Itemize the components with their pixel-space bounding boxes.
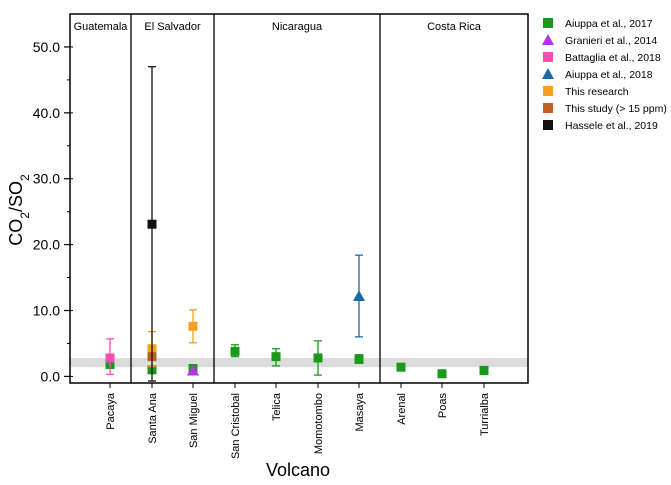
x-tick-label-poas: Poas [437,393,449,419]
data-point [396,362,406,372]
region-label-guatemala: Guatemala [74,21,129,33]
legend-label: This study (> 15 ppm) [565,103,667,115]
region-label-nicaragua: Nicaragua [272,21,323,33]
data-point [353,290,365,302]
legend-label: Battaglia et al., 2018 [565,52,661,64]
series-hassele-et-al-2019 [147,66,157,382]
y-axis-title: CO2/SO2 [6,174,32,246]
legend-marker [543,18,553,28]
data-point [147,219,157,229]
y-axis-title-main: CO [6,219,26,246]
y-axis-title-sub1: 2 [18,212,32,219]
legend-marker [543,52,553,62]
legend-label: Aiuppa et al., 2017 [565,18,653,30]
axes-layer: 0.0 10.0 20.0 30.0 40.0 50.0 Guatemala El Salva… [33,13,529,459]
legend-marker [543,120,553,130]
series-battaglia-et-al-2018 [105,338,115,376]
legend-marker [543,103,553,113]
legend-label: This research [565,86,629,98]
y-axis-title-sub2: 2 [18,174,32,181]
region-label-el-salvador: El Salvador [144,21,201,33]
plot-frame [69,13,529,384]
y-tick-label: 10.0 [33,303,60,319]
data-point [313,353,323,363]
x-tick-label-pacaya: Pacaya [105,392,117,430]
x-tick-label-arenal: Arenal [396,393,408,425]
x-tick-label-momotombo: Momotombo [313,393,325,454]
legend-label: Granieri et al., 2014 [565,35,657,47]
legend-item-this-study-15-ppm: This study (> 15 ppm) [543,103,667,115]
data-point [271,352,281,362]
series-granieri-et-al-2014 [187,364,199,376]
legend-marker [542,34,554,45]
data-point [230,346,240,356]
background-band-layer [70,357,528,368]
x-tick-label-telica: Telica [271,392,283,421]
x-tick-label-san-cristobal: San Cristobal [230,393,242,459]
data-point [437,369,447,379]
y-tick-label: 30.0 [33,171,60,187]
x-axis-title: Volcano [266,460,330,480]
legend-item-aiuppa-et-al-2017: Aiuppa et al., 2017 [543,18,653,30]
data-point [479,365,489,375]
legend-item-battaglia-et-al-2018: Battaglia et al., 2018 [543,52,661,64]
x-tick-label-san-miguel: San Miguel [188,393,200,448]
legend-item-this-research: This research [543,86,629,98]
legend-marker [543,86,553,96]
data-point [187,364,199,376]
legend-item-granieri-et-al-2014: Granieri et al., 2014 [542,34,657,47]
x-tick-label-turrialba: Turrialba [479,392,491,436]
reference-range-band [70,357,528,368]
data-point [105,353,115,363]
legend-label: Hassele et al., 2019 [565,120,658,132]
data-layer [105,66,489,382]
y-tick-label: 40.0 [33,105,60,121]
y-tick-label: 20.0 [33,237,60,253]
x-tick-label-masaya: Masaya [354,392,366,431]
y-axis-title-slash: /SO [6,181,26,212]
y-tick-label: 0.0 [41,368,61,384]
x-tick-label-santa-ana: Santa Ana [147,392,159,444]
data-point [188,321,198,331]
legend: Aiuppa et al., 2017 Granieri et al., 2014… [542,18,667,132]
legend-item-hassele-et-al-2019: Hassele et al., 2019 [543,120,658,132]
legend-item-aiuppa-et-al-2018: Aiuppa et al., 2018 [542,68,653,81]
region-label-costa-rica: Costa Rica [427,21,482,33]
legend-marker [542,68,554,79]
data-point [354,354,364,364]
series-aiuppa-et-al-2018 [353,254,365,338]
legend-label: Aiuppa et al., 2018 [565,69,653,81]
y-tick-label: 50.0 [33,39,60,55]
